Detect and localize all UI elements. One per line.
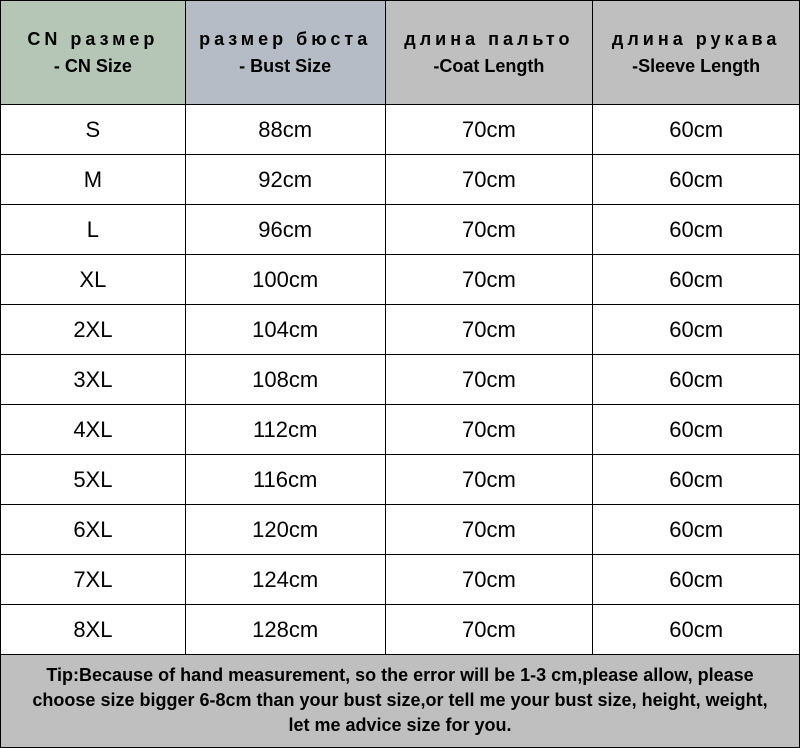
header-en-text: -Sleeve Length [597, 53, 795, 80]
footer-row: Tip:Because of hand measurement, so the … [1, 655, 800, 748]
cell-sleeve: 60cm [593, 205, 800, 255]
cell-bust: 128cm [185, 605, 385, 655]
header-en-text: - CN Size [5, 53, 181, 80]
cell-coat: 70cm [385, 155, 593, 205]
cell-coat: 70cm [385, 455, 593, 505]
cell-sleeve: 60cm [593, 455, 800, 505]
cell-sleeve: 60cm [593, 105, 800, 155]
cell-bust: 88cm [185, 105, 385, 155]
table-row: L 96cm 70cm 60cm [1, 205, 800, 255]
cell-coat: 70cm [385, 555, 593, 605]
cell-coat: 70cm [385, 355, 593, 405]
cell-coat: 70cm [385, 505, 593, 555]
cell-size: S [1, 105, 186, 155]
cell-bust: 100cm [185, 255, 385, 305]
table-row: 5XL 116cm 70cm 60cm [1, 455, 800, 505]
cell-size: 8XL [1, 605, 186, 655]
table-row: S 88cm 70cm 60cm [1, 105, 800, 155]
cell-size: 5XL [1, 455, 186, 505]
cell-bust: 108cm [185, 355, 385, 405]
header-coat-length: длина пальто -Coat Length [385, 1, 593, 105]
cell-sleeve: 60cm [593, 305, 800, 355]
table-row: M 92cm 70cm 60cm [1, 155, 800, 205]
header-ru-text: длина пальто [390, 26, 589, 53]
cell-sleeve: 60cm [593, 155, 800, 205]
table-row: XL 100cm 70cm 60cm [1, 255, 800, 305]
header-ru-text: длина рукава [597, 26, 795, 53]
cell-coat: 70cm [385, 205, 593, 255]
cell-coat: 70cm [385, 255, 593, 305]
table-row: 8XL 128cm 70cm 60cm [1, 605, 800, 655]
table-row: 2XL 104cm 70cm 60cm [1, 305, 800, 355]
table-row: 6XL 120cm 70cm 60cm [1, 505, 800, 555]
footer-tip: Tip:Because of hand measurement, so the … [1, 655, 800, 748]
cell-bust: 112cm [185, 405, 385, 455]
header-row: CN размер - CN Size размер бюста - Bust … [1, 1, 800, 105]
cell-size: 2XL [1, 305, 186, 355]
cell-bust: 120cm [185, 505, 385, 555]
header-en-text: - Bust Size [190, 53, 381, 80]
cell-coat: 70cm [385, 105, 593, 155]
header-cn-size: CN размер - CN Size [1, 1, 186, 105]
cell-size: 7XL [1, 555, 186, 605]
cell-bust: 124cm [185, 555, 385, 605]
cell-sleeve: 60cm [593, 405, 800, 455]
cell-sleeve: 60cm [593, 505, 800, 555]
cell-bust: 116cm [185, 455, 385, 505]
cell-sleeve: 60cm [593, 555, 800, 605]
cell-coat: 70cm [385, 305, 593, 355]
cell-bust: 92cm [185, 155, 385, 205]
table-row: 3XL 108cm 70cm 60cm [1, 355, 800, 405]
header-en-text: -Coat Length [390, 53, 589, 80]
cell-sleeve: 60cm [593, 255, 800, 305]
cell-size: XL [1, 255, 186, 305]
cell-coat: 70cm [385, 405, 593, 455]
table-row: 7XL 124cm 70cm 60cm [1, 555, 800, 605]
header-sleeve-length: длина рукава -Sleeve Length [593, 1, 800, 105]
table-row: 4XL 112cm 70cm 60cm [1, 405, 800, 455]
cell-bust: 104cm [185, 305, 385, 355]
cell-sleeve: 60cm [593, 605, 800, 655]
header-ru-text: размер бюста [190, 26, 381, 53]
size-chart-table: CN размер - CN Size размер бюста - Bust … [0, 0, 800, 748]
header-bust-size: размер бюста - Bust Size [185, 1, 385, 105]
cell-bust: 96cm [185, 205, 385, 255]
cell-size: L [1, 205, 186, 255]
table-body: S 88cm 70cm 60cm M 92cm 70cm 60cm L 96cm… [1, 105, 800, 655]
cell-size: 4XL [1, 405, 186, 455]
cell-size: 6XL [1, 505, 186, 555]
cell-coat: 70cm [385, 605, 593, 655]
cell-size: M [1, 155, 186, 205]
cell-size: 3XL [1, 355, 186, 405]
header-ru-text: CN размер [5, 26, 181, 53]
cell-sleeve: 60cm [593, 355, 800, 405]
